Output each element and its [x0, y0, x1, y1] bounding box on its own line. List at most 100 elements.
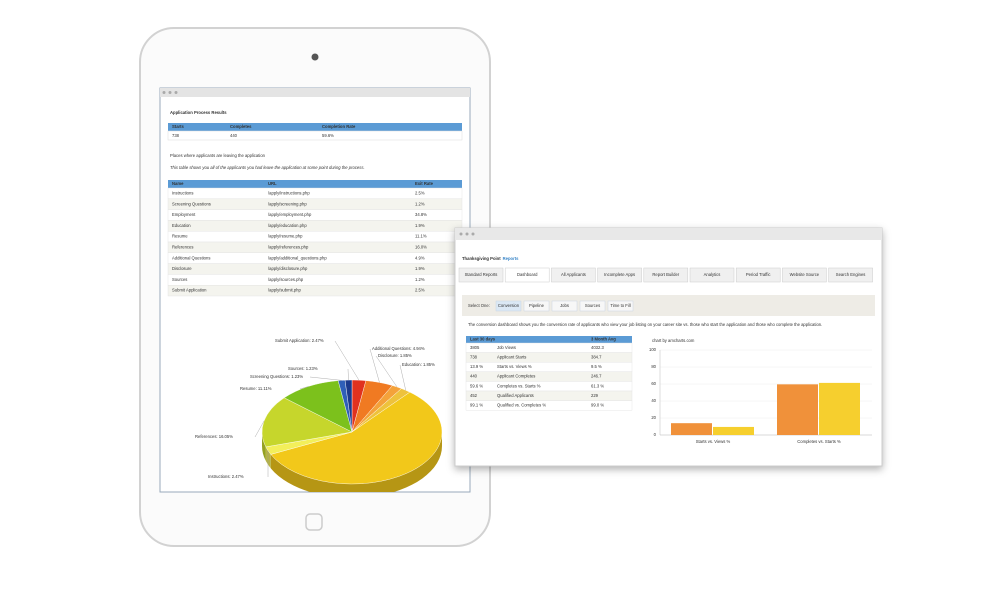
table-cell: Job Views — [497, 345, 516, 350]
table-cell: 59.6 % — [470, 383, 483, 388]
x-tick-label: Completes vs. Starts % — [797, 439, 841, 444]
table-cell: Applicant Starts — [497, 355, 526, 360]
table-header: Starts — [172, 124, 185, 129]
table-cell: /apply/submit.php — [268, 288, 301, 293]
tab-label: Standard Reports — [465, 272, 498, 277]
table-row-bg — [167, 130, 463, 141]
leader-line — [309, 376, 342, 381]
table-cell: /apply/instructions.php — [268, 191, 310, 196]
select-label: Select One: — [468, 303, 490, 308]
tab[interactable] — [504, 267, 550, 283]
window-dot — [471, 232, 475, 236]
x-tick-label: Starts vs. Views % — [696, 439, 731, 444]
table-cell: 59.6% — [322, 133, 334, 138]
table-cell: /apply/additional_questions.php — [268, 255, 327, 260]
table-header: 3 Month Avg — [591, 337, 616, 342]
pie-side — [270, 432, 442, 492]
pie-label: Submit Application: 2.47% — [275, 338, 324, 343]
tab-label: Search Engines — [836, 272, 866, 277]
table-row-bg — [465, 381, 633, 392]
section-title: Application Process Results — [170, 110, 227, 115]
tab[interactable] — [782, 267, 827, 283]
leader-line — [375, 355, 398, 388]
table-cell: /apply/disclosure.php — [268, 266, 308, 271]
subtab[interactable] — [523, 300, 550, 312]
window-dot — [465, 232, 469, 236]
subtab[interactable] — [495, 300, 522, 312]
window-dot — [162, 91, 166, 94]
subtab[interactable] — [607, 300, 634, 312]
table-cell: 452 — [470, 393, 478, 398]
table-row-bg — [465, 362, 633, 373]
tab[interactable] — [643, 267, 689, 283]
subtab[interactable] — [551, 300, 578, 312]
tab[interactable] — [551, 267, 596, 283]
tab-label: Website Source — [790, 272, 820, 277]
window-bar — [455, 228, 882, 240]
table-header-bg — [168, 123, 462, 131]
tab-label: Dashboard — [517, 272, 538, 277]
table-cell: Resume — [172, 234, 188, 239]
tab[interactable] — [735, 267, 781, 283]
tab[interactable] — [597, 267, 642, 283]
table-cell: Submit Application — [172, 288, 207, 293]
table-cell: 11.1% — [415, 234, 427, 239]
window-dot — [459, 232, 463, 236]
tab-label: Report Builder — [652, 272, 679, 277]
tab-label: Analytics — [704, 272, 721, 277]
table-cell: Qualified vs. Completes % — [497, 403, 546, 408]
bar — [819, 382, 860, 435]
table-cell: /apply/employment.php — [268, 212, 312, 217]
y-tick-label: 100 — [649, 347, 657, 352]
table-cell: 13.9 % — [470, 364, 483, 369]
browser-bar — [160, 88, 470, 97]
tab[interactable] — [689, 267, 735, 283]
pie-side — [262, 432, 266, 461]
pie-label: Resume: 11.11% — [240, 386, 272, 391]
leader-line — [369, 348, 380, 383]
table-header: Completion Rate — [322, 124, 356, 129]
left-content: Application Process Results Starts Complet… — [162, 91, 463, 492]
tab[interactable] — [458, 267, 504, 283]
subtab[interactable] — [579, 300, 606, 312]
tab-label: All Applicants — [561, 272, 586, 277]
table-cell: 34.8% — [415, 212, 427, 217]
pie-label: Instructions: 2.47% — [208, 474, 244, 479]
table-row-bg — [465, 390, 633, 401]
table-cell: 2.5% — [415, 191, 425, 196]
table-cell: Additional Questions — [172, 255, 210, 260]
pie-label: Sources: 1.23% — [288, 366, 318, 371]
table-cell: Completes vs. Starts % — [497, 383, 541, 388]
pie-label: Additional Questions: 4.94% — [372, 346, 425, 351]
tab-label: Incomplete Apps — [604, 272, 635, 277]
y-tick-label: 80 — [651, 364, 656, 369]
pie-label: Screening Questions: 1.23% — [250, 374, 303, 379]
table-cell: 9.5 % — [591, 364, 602, 369]
subtab-label: Jobs — [560, 303, 569, 308]
pie-slice — [270, 391, 443, 485]
title-main: Thanksgiving Point — [462, 256, 501, 261]
leader-line — [347, 368, 349, 381]
pie-side — [265, 446, 271, 469]
table-header: Last 30 days — [470, 337, 496, 342]
table-cell: 99.0 % — [591, 403, 604, 408]
table-row-bg — [465, 371, 633, 382]
table-cell: Screening Questions — [172, 201, 211, 206]
subtab-label: Pipeline — [529, 303, 545, 308]
table-cell: Starts vs. Views % — [497, 364, 532, 369]
table-cell: /apply/sources.php — [268, 277, 304, 282]
table-cell: 2.5% — [415, 288, 425, 293]
table-cell: /apply/references.php — [268, 245, 309, 250]
tab[interactable] — [828, 267, 873, 283]
table-cell: /apply/screening.php — [268, 201, 307, 206]
window-dot — [174, 91, 178, 94]
table-cell: 61.3 % — [591, 383, 604, 388]
y-tick-label: 60 — [651, 381, 656, 386]
bar — [777, 384, 818, 435]
table-cell: 99.1 % — [470, 403, 483, 408]
table-cell: 1.9% — [415, 266, 425, 271]
table-cell: 1.2% — [415, 277, 425, 282]
subtab-label: Time to Fill — [610, 303, 630, 308]
table-cell: 16.0% — [415, 245, 427, 250]
table-cell: Employment — [172, 212, 196, 217]
